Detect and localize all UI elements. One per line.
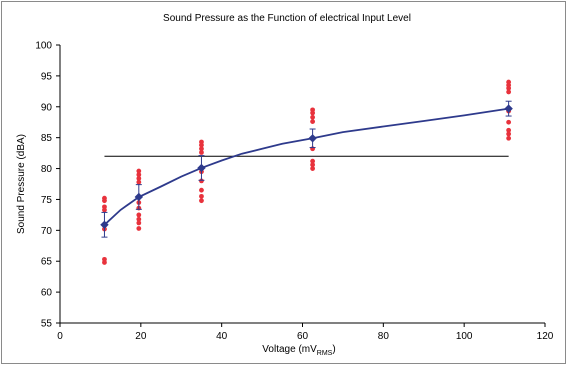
measurement-point [506, 89, 512, 95]
chart-title: Sound Pressure as the Function of electr… [163, 13, 411, 24]
measurement-point [199, 187, 204, 193]
mean-points [100, 100, 513, 238]
y-tick-label: 55 [41, 319, 53, 330]
y-tick-label: 75 [41, 195, 53, 206]
x-tick-label: 120 [537, 331, 554, 342]
y-ticks: 55 60 65 70 75 80 85 90 95 100 [35, 41, 60, 330]
measurement-point [506, 85, 512, 91]
x-tick-label: 20 [135, 331, 147, 342]
measurement-point [506, 127, 512, 133]
measurement-point [136, 168, 142, 174]
measurement-point [136, 220, 142, 226]
measurement-point [102, 198, 107, 204]
x-tick-label: 0 [57, 331, 63, 342]
mean-point [308, 134, 317, 143]
y-tick-label: 90 [41, 102, 53, 113]
measurement-point [506, 119, 512, 125]
measurement-point [310, 110, 316, 116]
x-axis-title-main: Voltage (mV [262, 344, 317, 355]
mean-point [197, 163, 206, 173]
x-tick-label: 40 [216, 331, 228, 342]
measurement-point [136, 176, 142, 181]
plot-area: 0 20 40 60 80 100 120 55 60 65 70 75 80 85 90 95 100 [35, 41, 553, 343]
measurement-point [310, 162, 316, 168]
x-tick-label: 80 [378, 331, 390, 342]
y-axis-title: Sound Pressure (dBA) [16, 134, 27, 234]
measurement-point [199, 150, 204, 155]
y-tick-label: 60 [41, 288, 53, 299]
measurement-points [102, 79, 512, 265]
measurement-point [136, 172, 142, 178]
mean-point [100, 220, 109, 229]
x-axis-title-suffix: ) [332, 344, 335, 355]
measurement-point [102, 207, 107, 213]
x-axis-title: Voltage (mVRMS) [262, 344, 335, 357]
measurement-point [310, 119, 316, 125]
measurement-point [506, 131, 512, 137]
measurement-point [102, 260, 107, 265]
x-axis-title-subscript: RMS [317, 350, 333, 357]
measurement-point [136, 216, 142, 222]
fit-curve [103, 107, 509, 226]
y-tick-label: 100 [35, 41, 52, 52]
y-tick-label: 80 [41, 164, 53, 175]
y-tick-label: 95 [41, 71, 53, 82]
measurement-point [310, 166, 316, 171]
measurement-point [199, 146, 204, 152]
measurement-point [136, 226, 142, 231]
y-tick-label: 65 [41, 257, 53, 268]
measurement-point [310, 114, 316, 120]
measurement-point [199, 198, 204, 204]
measurement-point [310, 158, 316, 164]
fit-curve-layer [103, 107, 509, 226]
x-tick-label: 60 [297, 331, 309, 342]
y-tick-label: 70 [41, 226, 53, 237]
measurement-point [199, 178, 204, 184]
x-tick-label: 100 [456, 331, 473, 342]
mean-point [504, 104, 513, 113]
x-ticks: 0 20 40 60 80 100 120 [57, 323, 554, 342]
measurement-point [136, 212, 142, 218]
y-tick-label: 85 [41, 133, 53, 144]
measurement-point [199, 193, 204, 199]
measurement-point [136, 179, 142, 185]
mean-point [134, 192, 144, 202]
measurement-point [199, 142, 204, 148]
measurement-point [506, 135, 512, 141]
